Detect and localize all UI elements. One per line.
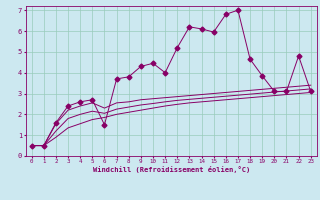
X-axis label: Windchill (Refroidissement éolien,°C): Windchill (Refroidissement éolien,°C) bbox=[92, 166, 250, 173]
